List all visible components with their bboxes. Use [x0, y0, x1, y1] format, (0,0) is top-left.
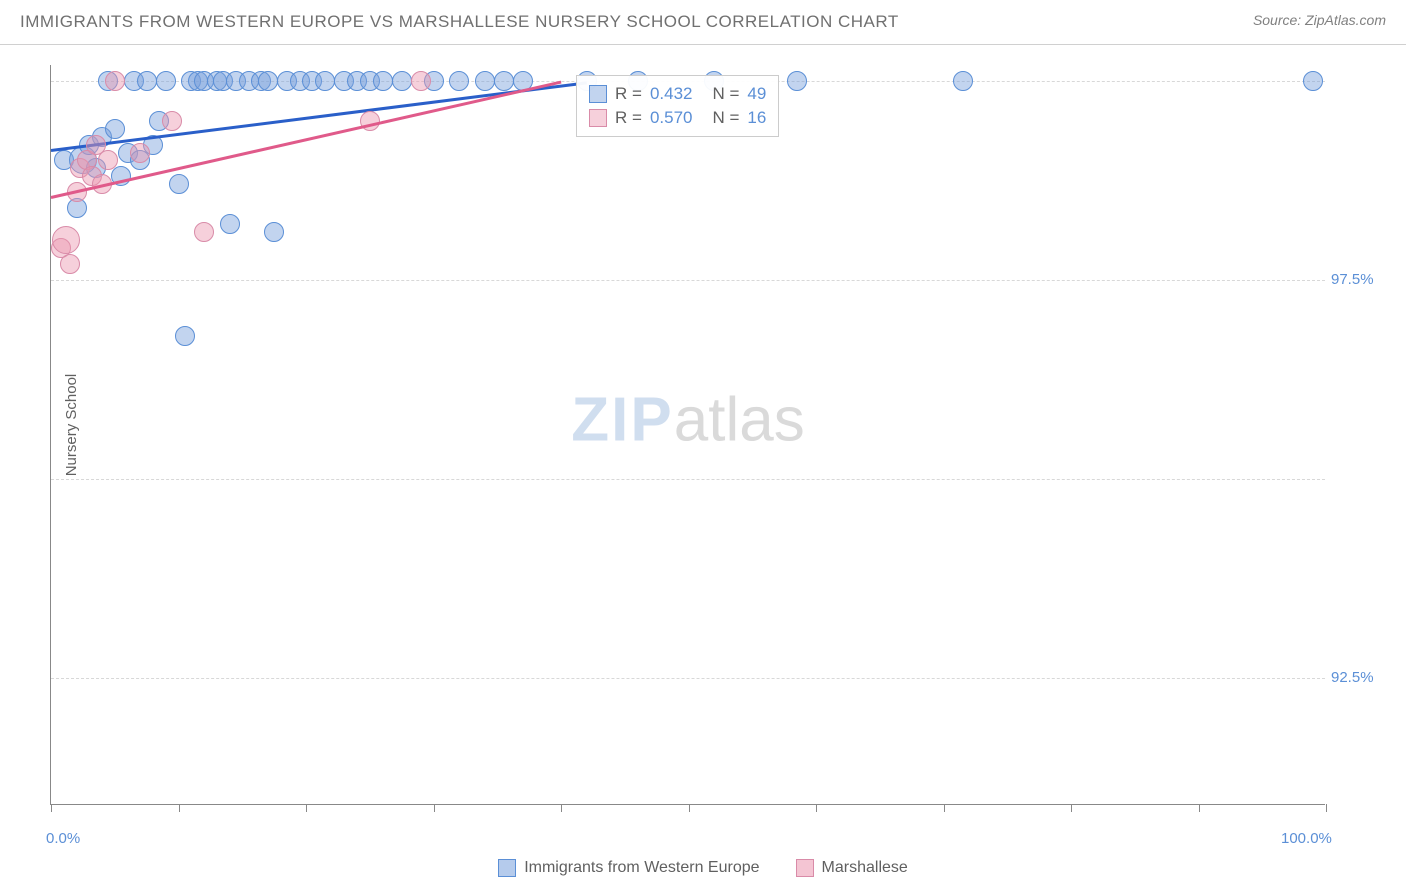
data-point: [220, 214, 240, 234]
data-point: [105, 71, 125, 91]
chart-source: Source: ZipAtlas.com: [1253, 12, 1386, 28]
x-tick: [306, 804, 307, 812]
y-tick-label: 92.5%: [1331, 669, 1374, 686]
x-tick: [816, 804, 817, 812]
gridline: [51, 280, 1325, 281]
chart-header: IMMIGRANTS FROM WESTERN EUROPE VS MARSHA…: [0, 0, 1406, 45]
y-tick-label: 97.5%: [1331, 271, 1374, 288]
data-point: [130, 143, 150, 163]
stats-legend-row: R = 0.570N = 16: [589, 106, 766, 130]
data-point: [162, 111, 182, 131]
gridline: [51, 678, 1325, 679]
data-point: [315, 71, 335, 91]
legend-item: Immigrants from Western Europe: [498, 859, 759, 877]
data-point: [258, 71, 278, 91]
data-point: [1303, 71, 1323, 91]
trend-line: [51, 81, 587, 152]
data-point: [392, 71, 412, 91]
x-tick: [179, 804, 180, 812]
x-tick: [1199, 804, 1200, 812]
data-point: [137, 71, 157, 91]
data-point: [494, 71, 514, 91]
data-point: [373, 71, 393, 91]
plot-region: ZIPatlas 92.5%97.5%0.0%100.0%R = 0.432N …: [50, 65, 1325, 805]
x-tick: [1071, 804, 1072, 812]
legend-swatch: [498, 859, 516, 877]
x-tick-label: 0.0%: [46, 830, 80, 847]
x-tick: [1326, 804, 1327, 812]
legend-item: Marshallese: [796, 859, 908, 877]
x-tick: [689, 804, 690, 812]
data-point: [787, 71, 807, 91]
data-point: [60, 254, 80, 274]
x-tick: [944, 804, 945, 812]
data-point: [953, 71, 973, 91]
data-point: [449, 71, 469, 91]
stats-legend-row: R = 0.432N = 49: [589, 82, 766, 106]
data-point: [169, 174, 189, 194]
x-tick: [51, 804, 52, 812]
chart-area: Nursery School ZIPatlas 92.5%97.5%0.0%10…: [50, 45, 1325, 805]
chart-title: IMMIGRANTS FROM WESTERN EUROPE VS MARSHA…: [20, 12, 899, 32]
watermark: ZIPatlas: [571, 384, 804, 455]
legend-swatch: [796, 859, 814, 877]
legend-swatch: [589, 85, 607, 103]
data-point: [156, 71, 176, 91]
legend-swatch: [589, 109, 607, 127]
data-point: [475, 71, 495, 91]
x-tick: [434, 804, 435, 812]
stats-legend: R = 0.432N = 49R = 0.570N = 16: [576, 75, 779, 137]
data-point: [411, 71, 431, 91]
gridline: [51, 479, 1325, 480]
data-point: [105, 119, 125, 139]
data-point: [264, 222, 284, 242]
x-tick-label: 100.0%: [1281, 830, 1332, 847]
series-legend: Immigrants from Western Europe Marshalles…: [0, 859, 1406, 882]
data-point: [175, 326, 195, 346]
data-point: [52, 226, 80, 254]
data-point: [194, 222, 214, 242]
data-point: [98, 150, 118, 170]
x-tick: [561, 804, 562, 812]
